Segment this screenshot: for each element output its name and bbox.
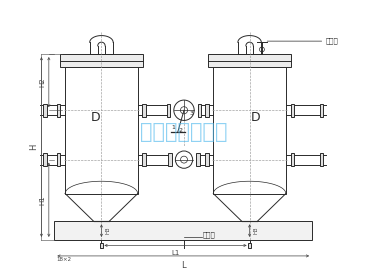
Text: 放空口: 放空口 <box>325 38 338 44</box>
Text: L: L <box>181 261 185 270</box>
Bar <box>213 67 286 193</box>
Bar <box>142 153 146 166</box>
Bar <box>142 104 146 117</box>
Text: 1: 1 <box>171 125 175 130</box>
Bar <box>205 104 209 117</box>
Bar <box>291 104 294 117</box>
Bar <box>291 153 294 166</box>
Text: H2: H2 <box>39 77 45 87</box>
Text: L1: L1 <box>171 250 180 256</box>
Bar <box>167 104 170 117</box>
Text: H1: H1 <box>39 195 45 205</box>
Text: 18×2: 18×2 <box>56 257 71 262</box>
Bar <box>205 153 209 166</box>
Text: 排污口: 排污口 <box>202 232 215 238</box>
Bar <box>169 153 172 166</box>
Bar <box>60 54 143 67</box>
Text: H: H <box>29 144 38 150</box>
Bar <box>57 104 60 117</box>
Text: H3: H3 <box>253 227 258 234</box>
Bar <box>208 54 291 67</box>
Bar <box>54 221 312 240</box>
Bar <box>196 153 199 166</box>
Text: 上海沪山阀门厂: 上海沪山阀门厂 <box>140 122 228 142</box>
Bar <box>248 243 251 248</box>
Bar <box>198 104 201 117</box>
Bar <box>320 153 323 166</box>
Text: D: D <box>91 111 100 124</box>
Text: H3: H3 <box>105 227 110 234</box>
Bar <box>320 104 323 117</box>
Bar <box>57 153 60 166</box>
Text: 2: 2 <box>179 128 183 133</box>
Text: 3: 3 <box>190 111 194 116</box>
Bar <box>43 104 47 117</box>
Bar <box>100 243 103 248</box>
Text: D: D <box>251 111 261 124</box>
Bar <box>65 67 138 193</box>
Bar <box>43 153 47 166</box>
